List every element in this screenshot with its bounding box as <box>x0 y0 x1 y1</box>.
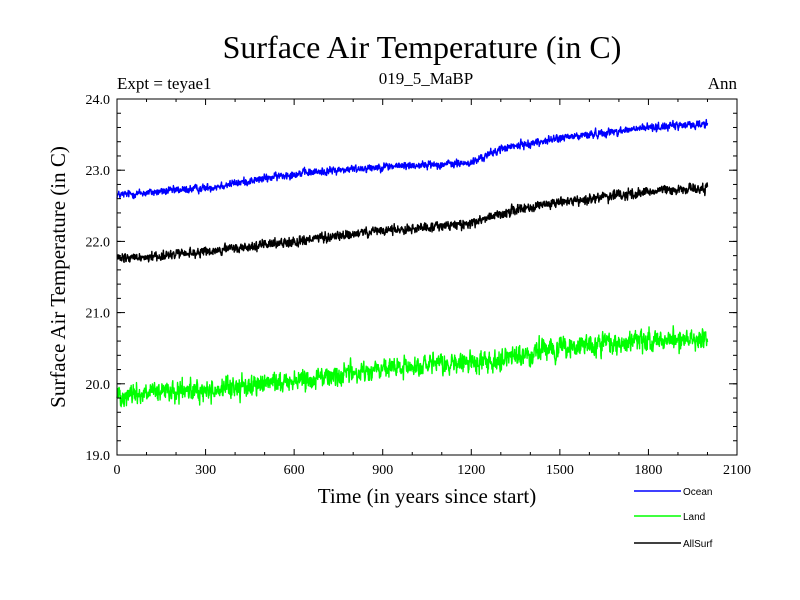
legend-label-allsurf: AllSurf <box>683 539 713 550</box>
y-tick-label: 20.0 <box>86 378 111 393</box>
series-line-land <box>116 325 709 408</box>
y-tick-label: 24.0 <box>86 93 111 108</box>
chart-left-label: Expt = teyae1 <box>117 74 212 93</box>
y-tick-label: 21.0 <box>86 307 111 322</box>
y-axis-label: Surface Air Temperature (in C) <box>46 146 70 408</box>
x-tick-label: 900 <box>372 463 393 478</box>
x-tick-label: 2100 <box>723 463 751 478</box>
x-tick-label: 0 <box>114 463 121 478</box>
series-layer <box>116 118 709 408</box>
plot-frame <box>116 98 738 456</box>
legend-label-ocean: Ocean <box>683 487 712 498</box>
chart-right-label: Ann <box>708 74 738 93</box>
x-axis-label: Time (in years since start) <box>318 484 537 508</box>
x-tick-label: 1500 <box>546 463 574 478</box>
x-tick-label: 300 <box>195 463 216 478</box>
chart-subtitle: 019_5_MaBP <box>379 69 473 88</box>
chart-title: Surface Air Temperature (in C) <box>223 29 622 65</box>
axis-layer: 0 300 600 900 1200 1500 1800 2100 19.0 20.0 21.0 22… <box>86 93 752 478</box>
x-tick-label: 600 <box>284 463 305 478</box>
series-line-ocean <box>116 118 709 200</box>
y-tick-label: 22.0 <box>86 235 111 250</box>
x-tick-label: 1800 <box>634 463 662 478</box>
y-tick-label: 23.0 <box>86 164 111 179</box>
legend-label-land: Land <box>683 512 705 523</box>
legend: Ocean Land AllSurf <box>634 487 713 550</box>
series-line-allsurf <box>116 182 709 263</box>
x-tick-label: 1200 <box>457 463 485 478</box>
y-tick-label: 19.0 <box>86 449 111 464</box>
